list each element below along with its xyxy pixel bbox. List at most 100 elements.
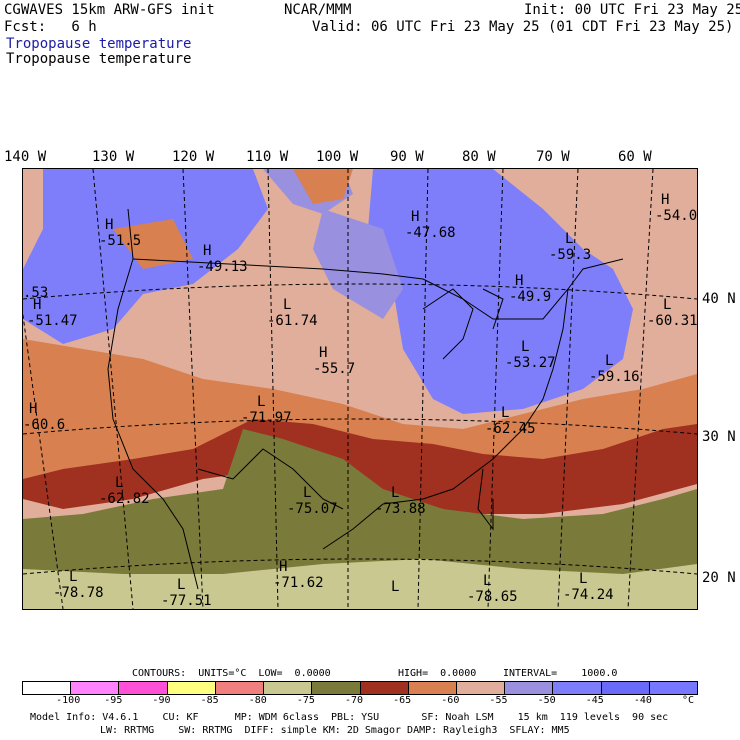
legend-tick: -75	[296, 695, 315, 706]
legend-tick: -45	[585, 695, 604, 706]
extremum-value: .53	[23, 285, 48, 301]
extremum-value: -59.16	[589, 369, 640, 385]
low-marker: L	[391, 579, 399, 595]
legend-swatch	[71, 682, 120, 694]
legend-swatch	[215, 682, 265, 694]
lon-label: 140 W	[4, 149, 47, 165]
legend-swatch	[119, 682, 168, 694]
low-marker: L	[283, 297, 291, 313]
lat-label: 20 N	[702, 570, 736, 586]
lon-label: 80 W	[462, 149, 496, 165]
lon-label: 120 W	[172, 149, 215, 165]
legend-swatch	[505, 682, 554, 694]
color-legend	[22, 681, 698, 695]
lon-label: 110 W	[246, 149, 289, 165]
extremum-value: -74.24	[563, 587, 614, 603]
center-label: NCAR/MMM	[284, 2, 352, 18]
extremum-value: -51.47	[27, 313, 78, 329]
high-marker: H	[319, 345, 327, 361]
extremum-value: -49.9	[509, 289, 551, 305]
extremum-value: -54.0	[655, 208, 697, 224]
extremum-value: -59.3	[549, 247, 591, 263]
legend-swatch	[456, 682, 506, 694]
tropopause-temperature-map: H -51.5 H -49.13 H -47.68 L -59.3 H -54.0.53 H -51.…	[22, 168, 698, 610]
field-title-plain: Tropopause temperature	[6, 51, 192, 67]
low-marker: L	[115, 475, 123, 491]
extremum-value: -75.07	[287, 501, 338, 517]
extremum-value: -53.27	[505, 355, 556, 371]
extremum-value: -51.5	[99, 233, 141, 249]
legend-tick: -70	[345, 695, 364, 706]
contour-units: CONTOURS: UNITS=°C LOW= 0.0000	[132, 668, 331, 679]
legend-swatch	[23, 682, 72, 694]
extremum-value: -78.65	[467, 589, 518, 605]
legend-tick: -55	[489, 695, 508, 706]
legend-swatch	[312, 682, 361, 694]
extremum-value: -47.68	[405, 225, 456, 241]
legend-tick: -65	[393, 695, 412, 706]
map-canvas: H-51.5H-49.13H-47.68 L-59.3H-54.0.53H-51.…	[23, 169, 697, 609]
lon-label: 60 W	[618, 149, 652, 165]
lon-label: 90 W	[390, 149, 424, 165]
legend-swatch	[167, 682, 216, 694]
init-time: Init: 00 UTC Fri 23 May 25	[524, 2, 740, 18]
extremum-value: -55.7	[313, 361, 355, 377]
lon-label: 130 W	[92, 149, 135, 165]
extremum-value: -61.74	[267, 313, 318, 329]
extremum-value: -60.31	[647, 313, 697, 329]
forecast-hour: Fcst: 6 h	[4, 19, 97, 35]
high-marker: H	[279, 559, 287, 575]
extremum-value: -73.88	[375, 501, 426, 517]
extremum-value: -62.82	[99, 491, 150, 507]
extremum-value: -71.97	[241, 410, 292, 426]
legend-tick: -95	[104, 695, 123, 706]
legend-tick: -80	[248, 695, 267, 706]
low-marker: L	[69, 569, 77, 585]
low-marker: L	[565, 231, 573, 247]
legend-swatch	[360, 682, 409, 694]
legend-tick: -85	[200, 695, 219, 706]
high-marker: H	[411, 209, 419, 225]
lon-label: 70 W	[536, 149, 570, 165]
legend-tick: °C	[682, 695, 695, 706]
legend-tick: -40	[633, 695, 652, 706]
lat-label: 30 N	[702, 429, 736, 445]
legend-swatch	[601, 682, 650, 694]
extremum-value: -49.13	[197, 259, 248, 275]
extremum-value: -77.51	[161, 593, 212, 609]
low-marker: L	[303, 485, 311, 501]
low-marker: L	[257, 394, 265, 410]
low-marker: L	[177, 577, 185, 593]
legend-swatch	[264, 682, 313, 694]
extremum-value: -71.62	[273, 575, 324, 591]
high-marker: H	[105, 217, 113, 233]
extremum-value: -60.6	[23, 417, 65, 433]
high-marker: H	[203, 243, 211, 259]
low-marker: L	[579, 571, 587, 587]
lon-label: 100 W	[316, 149, 359, 165]
low-marker: L	[605, 353, 613, 369]
lat-label: 40 N	[702, 291, 736, 307]
legend-tick: -90	[152, 695, 171, 706]
contour-interval: INTERVAL= 1000.0	[503, 668, 618, 679]
low-marker: L	[663, 297, 671, 313]
extremum-value: -62.45	[485, 421, 536, 437]
model-title: CGWAVES 15km ARW-GFS init	[4, 2, 215, 18]
valid-time: Valid: 06 UTC Fri 23 May 25 (01 CDT Fri …	[312, 19, 734, 35]
legend-swatch	[408, 682, 457, 694]
low-marker: L	[501, 405, 509, 421]
field-title-colored: Tropopause temperature	[6, 36, 192, 52]
legend-tick: -100	[56, 695, 81, 706]
legend-tick: -50	[537, 695, 556, 706]
high-marker: H	[33, 297, 41, 313]
low-marker: L	[483, 573, 491, 589]
legend-tick: -60	[441, 695, 460, 706]
extremum-value: -78.78	[53, 585, 104, 601]
legend-swatch	[649, 682, 698, 694]
legend-swatch	[553, 682, 602, 694]
high-marker: H	[29, 401, 37, 417]
low-marker: L	[521, 339, 529, 355]
contour-high: HIGH= 0.0000	[398, 668, 477, 679]
physics-info: LW: RRTMG SW: RRTMG DIFF: simple KM: 2D …	[100, 725, 570, 736]
model-info: Model Info: V4.6.1 CU: KF MP: WDM 6class…	[30, 712, 669, 723]
